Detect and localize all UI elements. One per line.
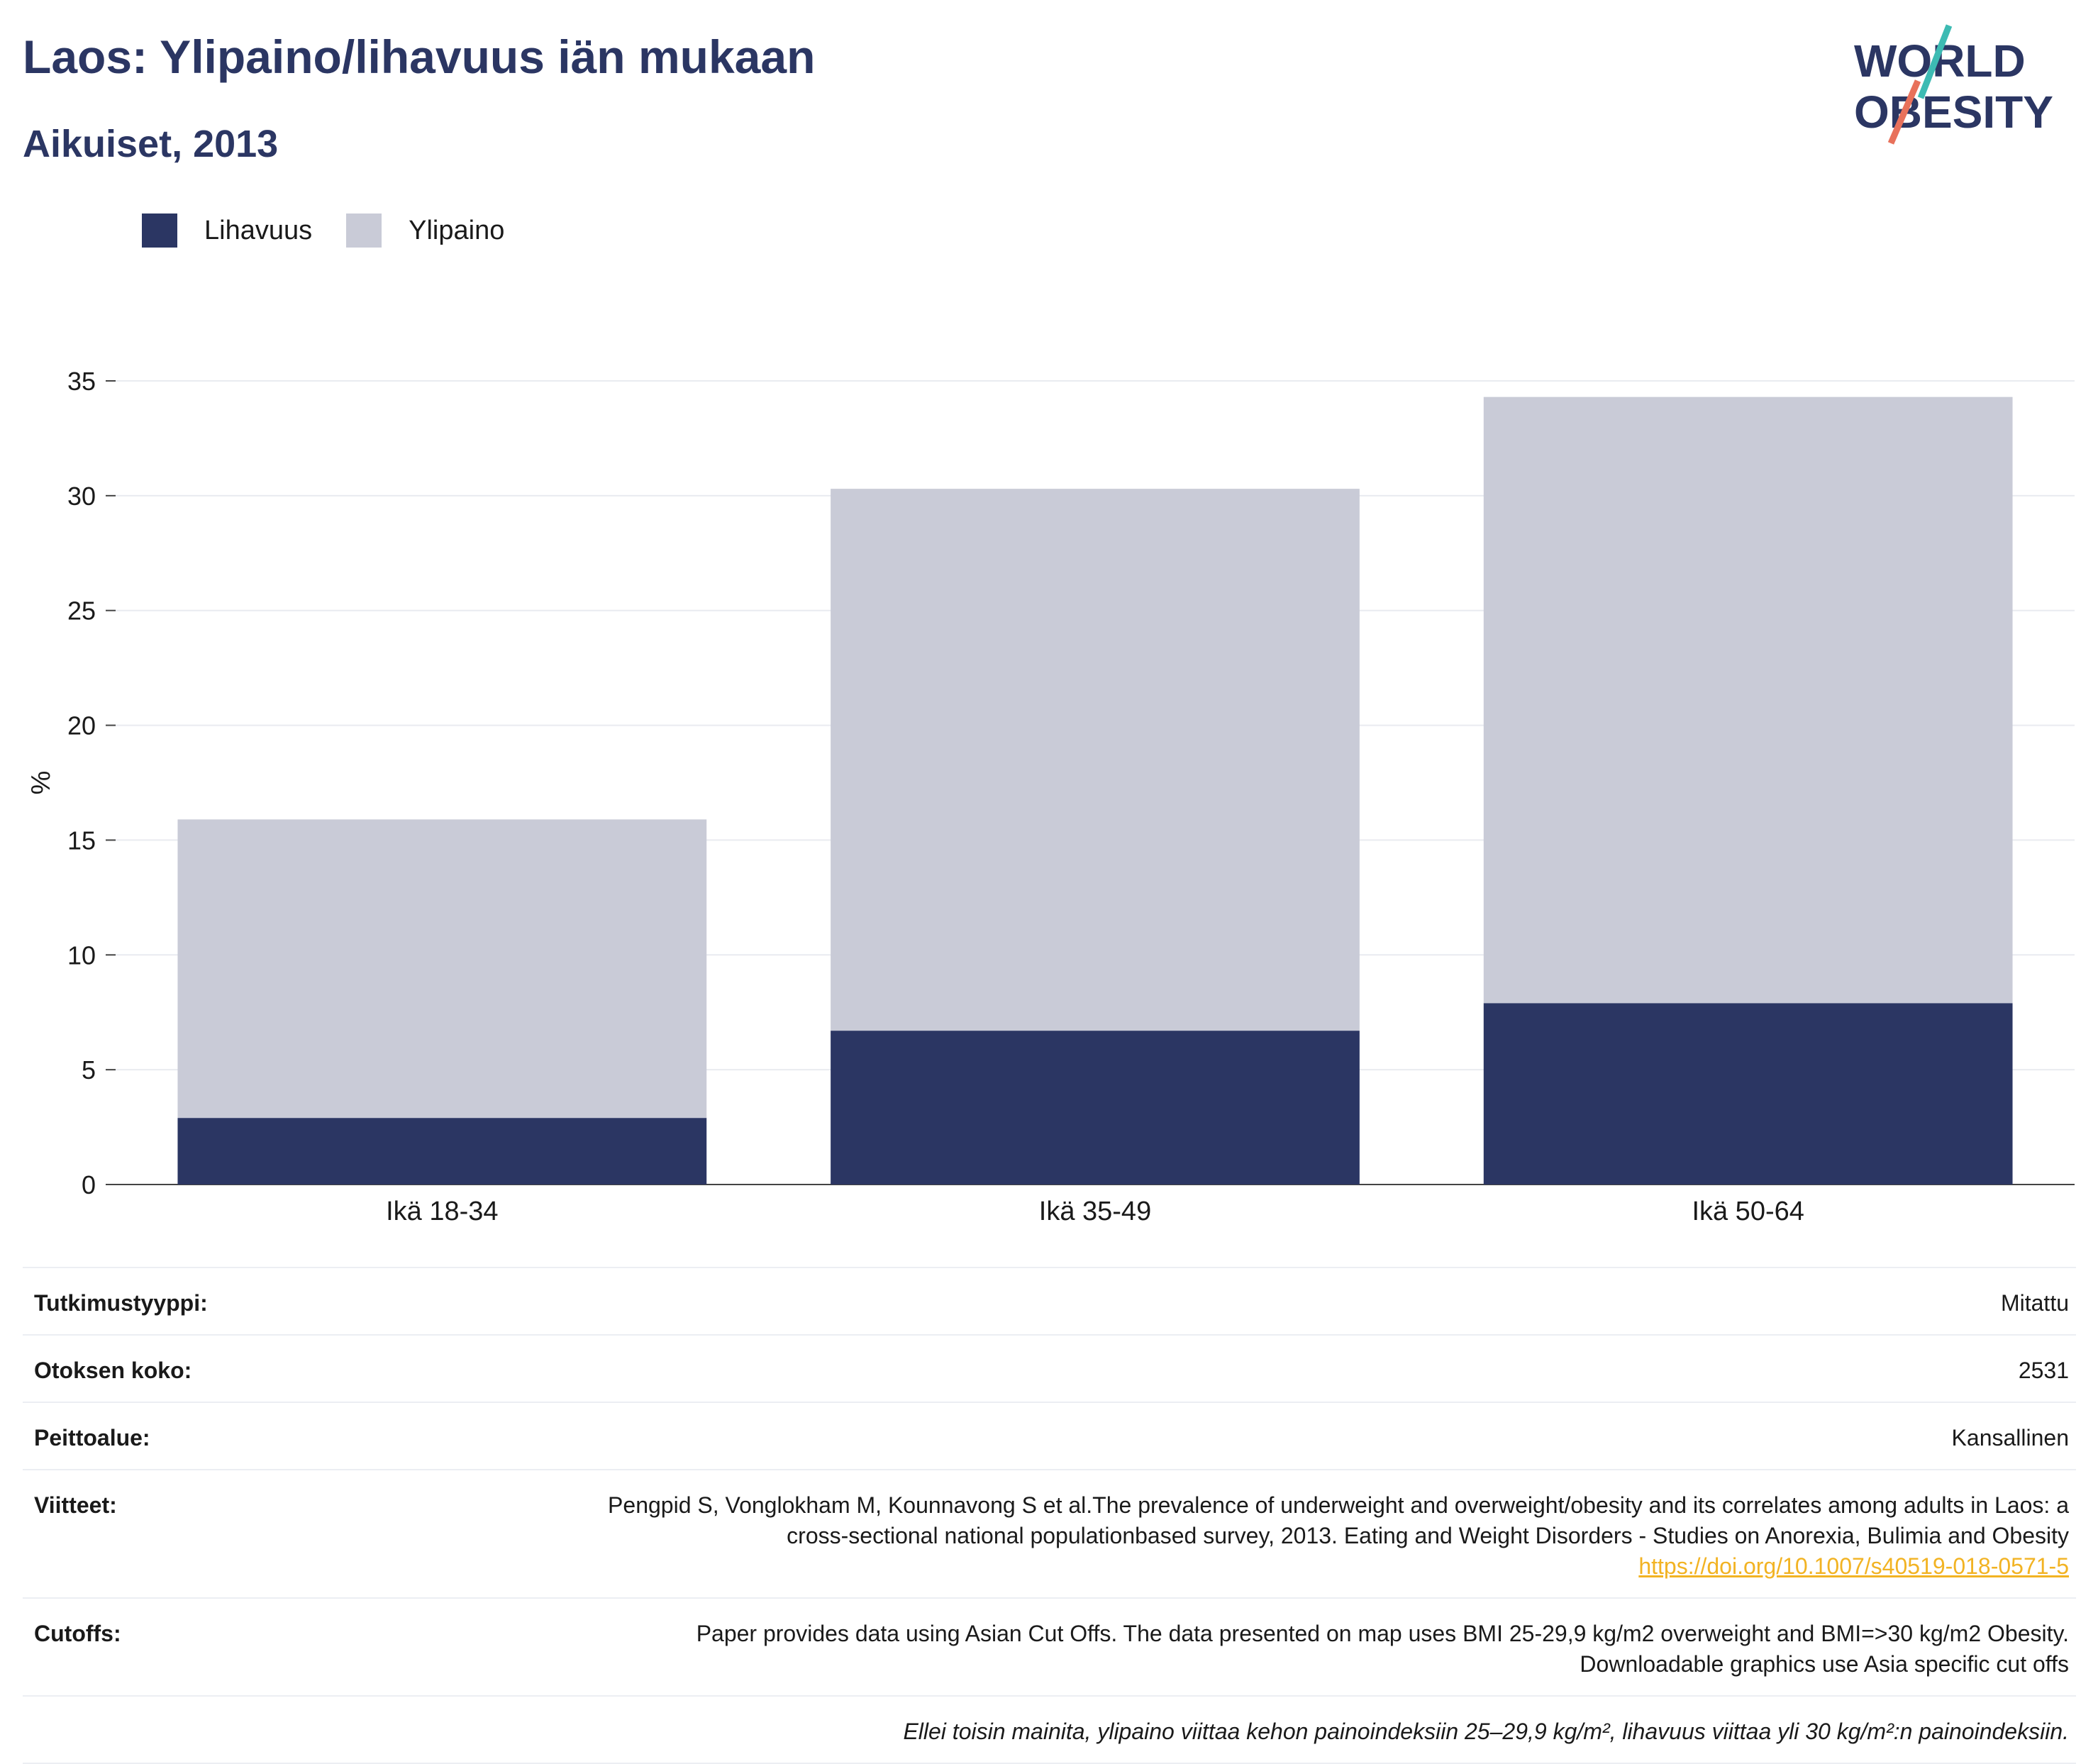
- bar-ylipaino: [831, 489, 1360, 1031]
- bar-ylipaino: [177, 819, 707, 1119]
- chart-title: Laos: Ylipaino/lihavuus iän mukaan: [23, 30, 816, 83]
- info-row-references: Viitteet: Pengpid S, Vonglokham M, Kounn…: [23, 1469, 2076, 1597]
- y-tick-label: 35: [67, 367, 96, 396]
- y-tick-label: 0: [82, 1170, 96, 1199]
- chart-subtitle: Aikuiset, 2013: [23, 123, 279, 165]
- info-row-study-type: Tutkimustyyppi: Mitattu: [23, 1267, 2076, 1334]
- legend-label-lihavuus: Lihavuus: [204, 215, 313, 245]
- y-tick-label: 5: [82, 1055, 96, 1085]
- info-key: Cutoffs:: [34, 1621, 121, 1646]
- y-axis-label: %: [26, 771, 56, 795]
- info-key: Otoksen koko:: [34, 1358, 192, 1383]
- legend-item-lihavuus[interactable]: Lihavuus: [142, 213, 312, 248]
- legend-item-ylipaino[interactable]: Ylipaino: [346, 213, 504, 248]
- info-row-sample-size: Otoksen koko: 2531: [23, 1334, 2076, 1402]
- y-tick-label: 30: [67, 482, 96, 511]
- logo-line2: OBESITY: [1854, 87, 2053, 138]
- bar-chart: 0 5 10 15 20 25 30 35% Ikä 18-34 Ikä 35-49 Ikä 50-…: [26, 367, 2075, 1226]
- info-value: Pengpid S, Vonglokham M, Kounnavong S et…: [579, 1490, 2069, 1582]
- x-tick-label: Ikä 35-49: [1039, 1197, 1151, 1226]
- reference-text: Pengpid S, Vonglokham M, Kounnavong S et…: [608, 1492, 2069, 1548]
- chart-legend: Lihavuus Ylipaino: [142, 213, 538, 248]
- info-key: Tutkimustyyppi:: [34, 1290, 208, 1316]
- logo-slash-coral: [1887, 79, 1921, 145]
- info-row-cutoffs: Cutoffs: Paper provides data using Asian…: [23, 1597, 2076, 1695]
- world-obesity-logo: WORLD OBESITY: [1854, 24, 2053, 145]
- x-tick-label: Ikä 18-34: [386, 1197, 498, 1226]
- legend-swatch-ylipaino: [346, 213, 382, 248]
- info-key: Peittoalue:: [34, 1425, 150, 1450]
- x-tick-label: Ikä 50-64: [1692, 1197, 1804, 1226]
- info-value: Paper provides data using Asian Cut Offs…: [696, 1621, 2069, 1677]
- logo-slash-teal: [1917, 24, 1953, 99]
- info-value: 2531: [2018, 1358, 2069, 1383]
- bar-ylipaino: [1483, 396, 2013, 1004]
- y-tick-label: 20: [67, 711, 96, 740]
- info-value: Mitattu: [2000, 1290, 2069, 1316]
- info-row-coverage: Peittoalue: Kansallinen: [23, 1402, 2076, 1469]
- doi-link[interactable]: https://doi.org/10.1007/s40519-018-0571-…: [1638, 1553, 2069, 1579]
- y-tick-label: 25: [67, 597, 96, 626]
- y-tick-label: 10: [67, 941, 96, 970]
- legend-label-ylipaino: Ylipaino: [409, 215, 505, 245]
- study-info-table: Tutkimustyyppi: Mitattu Otoksen koko: 25…: [23, 1267, 2076, 1764]
- info-row-note: Ellei toisin mainita, ylipaino viittaa k…: [23, 1695, 2076, 1764]
- y-tick-label: 15: [67, 826, 96, 855]
- bar-lihavuus: [1483, 1003, 2013, 1185]
- bar-lihavuus: [831, 1031, 1360, 1185]
- legend-swatch-lihavuus: [142, 213, 177, 248]
- definition-note: Ellei toisin mainita, ylipaino viittaa k…: [903, 1719, 2069, 1744]
- info-key: Viitteet:: [34, 1492, 117, 1518]
- bar-lihavuus: [177, 1118, 707, 1185]
- info-value: Kansallinen: [1951, 1425, 2069, 1450]
